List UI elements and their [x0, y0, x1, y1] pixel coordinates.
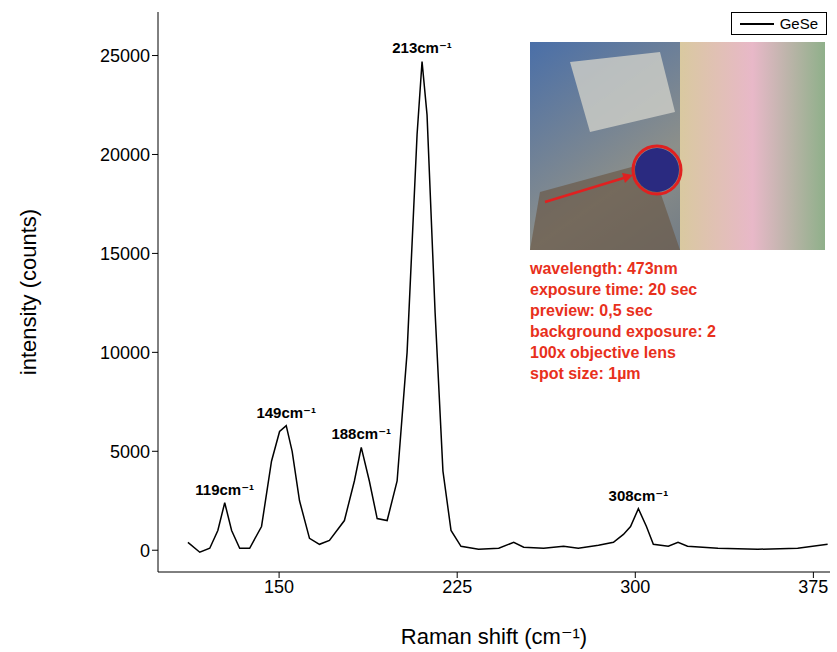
html-text:preview: 0,5 sec: preview: 0,5 sec	[530, 302, 653, 319]
svg-text:375: 375	[798, 577, 828, 597]
svg-text:150: 150	[264, 577, 294, 597]
html-text:background exposure: 2: background exposure: 2	[530, 323, 716, 340]
svg-text:15000: 15000	[100, 244, 150, 264]
svg-text:213cm⁻¹: 213cm⁻¹	[392, 39, 452, 56]
svg-text:188cm⁻¹: 188cm⁻¹	[331, 425, 391, 442]
svg-text:25000: 25000	[100, 46, 150, 66]
svg-text:10000: 10000	[100, 343, 150, 363]
svg-text:149cm⁻¹: 149cm⁻¹	[256, 404, 316, 421]
svg-text:119cm⁻¹: 119cm⁻¹	[195, 481, 254, 498]
html-text:100x objective lens: 100x objective lens	[530, 344, 676, 361]
svg-text:Raman shift (cm⁻¹): Raman shift (cm⁻¹)	[401, 624, 587, 649]
html-text:spot size: 1µm: spot size: 1µm	[530, 365, 641, 382]
svg-text:0: 0	[140, 541, 150, 561]
svg-text:300: 300	[620, 577, 650, 597]
svg-text:225: 225	[442, 577, 472, 597]
svg-text:20000: 20000	[100, 145, 150, 165]
html-text:GeSe: GeSe	[779, 15, 818, 32]
svg-text:308cm⁻¹: 308cm⁻¹	[609, 487, 669, 504]
svg-text:intensity (counts): intensity (counts)	[16, 209, 41, 375]
html-text:exposure time: 20 sec: exposure time: 20 sec	[530, 281, 698, 298]
svg-text:5000: 5000	[110, 442, 150, 462]
html-text:wavelength: 473nm: wavelength: 473nm	[530, 260, 678, 277]
